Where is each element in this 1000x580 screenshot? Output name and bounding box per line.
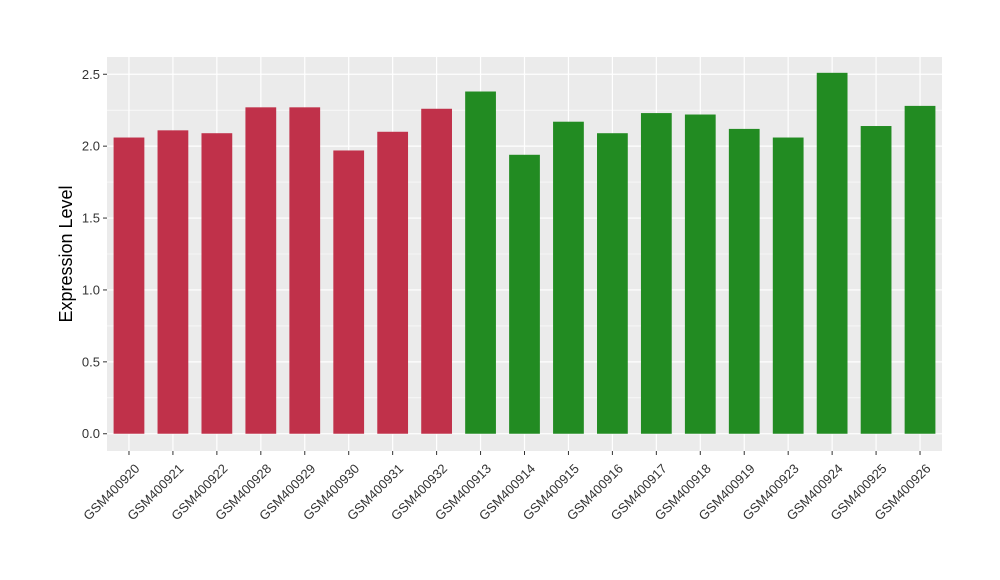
bar [421, 108, 452, 434]
y-axis: 0.0 0.5 1.0 1.5 2.0 2.5 [82, 67, 107, 441]
y-tick-label: 1.5 [82, 211, 100, 226]
y-tick-label: 0.5 [82, 354, 100, 369]
bar [201, 133, 233, 434]
bar [816, 72, 848, 434]
bar [245, 107, 277, 434]
bar [860, 126, 892, 434]
bar [509, 154, 540, 434]
y-tick-label: 0.0 [82, 426, 100, 441]
y-axis-title: Expression Level [56, 185, 76, 322]
bar [113, 137, 145, 434]
bar [640, 113, 672, 434]
y-tick-label: 1.0 [82, 282, 100, 297]
bar [465, 91, 496, 434]
bar [289, 107, 321, 434]
bar [553, 121, 584, 434]
bar [377, 131, 409, 434]
bar [684, 114, 716, 434]
y-tick-label: 2.0 [82, 139, 100, 154]
bar [904, 105, 936, 434]
bar [597, 133, 628, 434]
bar [772, 137, 804, 434]
bars [113, 72, 936, 434]
x-axis: GSM400920GSM400921GSM400922GSM400928GSM4… [80, 451, 934, 523]
bar [333, 150, 365, 434]
y-tick-label: 2.5 [82, 67, 100, 82]
bar [728, 128, 760, 434]
bar [157, 130, 189, 434]
